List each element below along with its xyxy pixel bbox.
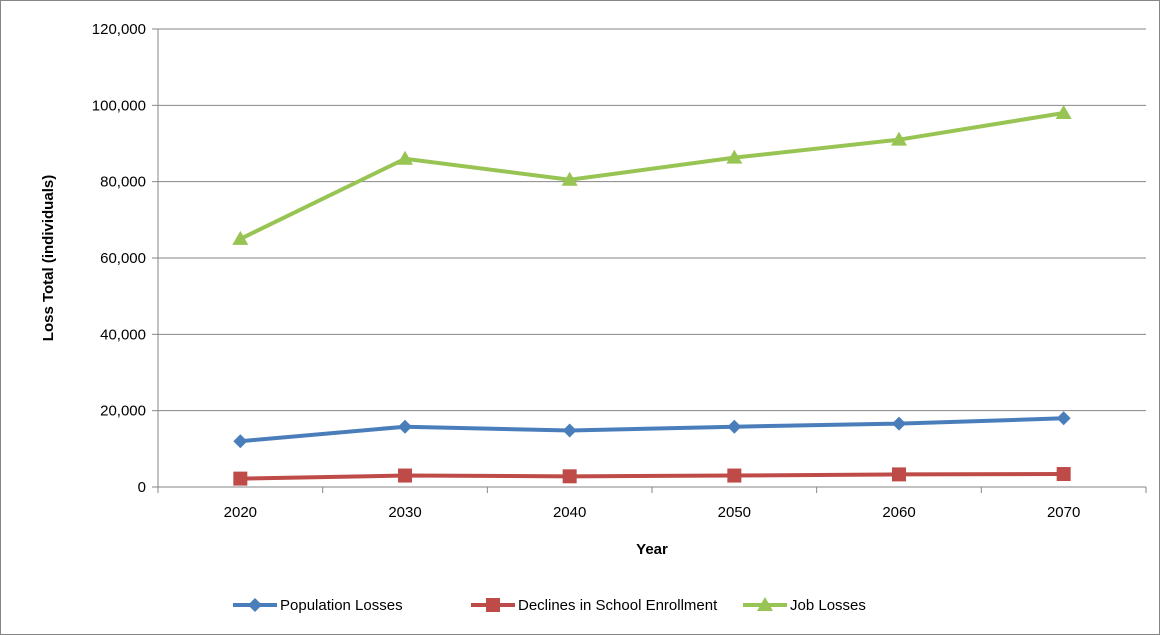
data-point <box>726 149 743 164</box>
series-group <box>232 104 1072 486</box>
y-tick-labels: 0 20,000 40,000 60,000 80,000 100,000 120,000 <box>92 21 146 496</box>
x-tick-label: 2020 <box>224 504 257 521</box>
y-tick-label: 120,000 <box>92 21 146 38</box>
data-point <box>727 468 742 483</box>
series-1 <box>233 411 1071 449</box>
data-point <box>891 131 907 146</box>
legend-item: Declines in School Enrollment <box>471 597 718 614</box>
data-point <box>233 471 248 486</box>
data-point <box>892 467 906 482</box>
data-point <box>562 423 577 438</box>
data-point <box>727 419 742 434</box>
y-tick-label: 40,000 <box>100 326 146 343</box>
gridlines <box>158 28 1146 412</box>
data-point <box>1056 467 1071 482</box>
y-tick-label: 80,000 <box>100 174 146 191</box>
series-line <box>240 472 1064 481</box>
data-point <box>233 434 248 449</box>
data-point <box>561 171 578 186</box>
legend-marker <box>757 597 773 611</box>
legend-label: Population Losses <box>280 597 403 614</box>
x-tick-label: 2030 <box>388 504 421 521</box>
y-tick-label: 0 <box>138 479 146 496</box>
data-point <box>398 419 412 434</box>
x-tick-label: 2050 <box>718 504 751 521</box>
data-point <box>232 230 249 245</box>
legend-label: Declines in School Enrollment <box>518 597 718 614</box>
y-tick-label: 60,000 <box>100 250 146 267</box>
series-line <box>240 416 1064 444</box>
x-axis-title: Year <box>636 541 668 558</box>
x-tick-labels: 2020 2030 2040 2050 2060 2070 <box>224 504 1081 521</box>
x-tick-label: 2040 <box>553 504 586 521</box>
data-point <box>562 469 577 484</box>
y-tick-label: 100,000 <box>92 97 146 114</box>
data-point <box>1056 411 1071 426</box>
axes <box>152 28 1147 493</box>
legend-item: Population Losses <box>233 597 403 614</box>
legend-marker <box>248 598 262 612</box>
series-2 <box>233 467 1071 486</box>
data-point <box>1055 104 1072 119</box>
data-point <box>397 150 413 165</box>
y-tick-label: 20,000 <box>100 403 146 420</box>
legend-marker <box>486 598 500 612</box>
data-point <box>892 416 906 431</box>
series-3 <box>232 104 1072 245</box>
legend-item: Job Losses <box>743 597 866 614</box>
series-line <box>239 110 1064 241</box>
data-point <box>398 468 412 483</box>
y-axis-title: Loss Total (individuals) <box>40 175 57 341</box>
legend: Population Losses Declines in School Enro… <box>233 597 866 614</box>
x-tick-label: 2070 <box>1047 504 1080 521</box>
legend-label: Job Losses <box>790 597 866 614</box>
x-tick-label: 2060 <box>882 504 915 521</box>
